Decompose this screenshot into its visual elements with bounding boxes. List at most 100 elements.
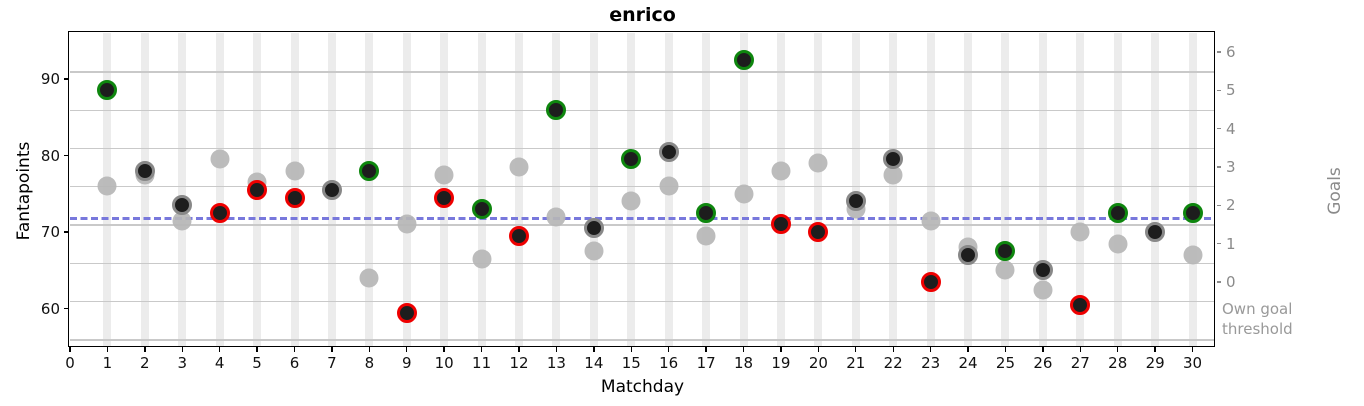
fantapoints-dot: [845, 191, 866, 212]
goal-tick-mark: [1216, 128, 1222, 130]
matchday-band: [1038, 33, 1047, 347]
x-tick-mark: [1004, 347, 1007, 352]
x-tick-label: 3: [177, 354, 188, 372]
matchday-band: [814, 33, 823, 347]
fantapoints-dot: [471, 199, 492, 220]
fantapoints-dot: [209, 202, 230, 223]
x-tick-label: 25: [995, 354, 1015, 372]
x-tick-mark: [106, 347, 109, 352]
gray-dot: [359, 268, 379, 288]
gray-dot: [434, 165, 454, 185]
y-tick-label-left: 80: [40, 146, 60, 165]
matchday-band: [627, 33, 636, 347]
y-tick-mark: [63, 154, 69, 157]
fantapoints-dot: [920, 271, 941, 292]
gray-dot: [1183, 245, 1203, 265]
matchday-band: [1188, 33, 1197, 347]
fantapoints-dot: [321, 180, 342, 200]
matchday-band: [702, 33, 711, 347]
own-goal-threshold-line1: Own goal: [1222, 300, 1293, 318]
fantapoints-dot: [808, 222, 829, 243]
matchday-band: [964, 33, 973, 347]
matchday-band: [515, 33, 524, 347]
x-tick-label: 0: [65, 354, 75, 372]
gray-dot: [397, 214, 417, 234]
matchday-band: [215, 33, 224, 347]
x-tick-label: 18: [733, 354, 754, 372]
x-tick-label: 28: [1108, 354, 1128, 372]
x-tick-mark: [593, 347, 595, 352]
x-tick-mark: [368, 347, 371, 352]
gray-dot: [210, 149, 230, 169]
x-tick-mark: [480, 347, 483, 352]
fantapoints-dot: [1032, 260, 1053, 281]
goal-tick-label: 5: [1226, 81, 1236, 100]
y-axis-label-right: Goals: [1325, 167, 1345, 215]
goal-threshold-gridline: [70, 147, 1215, 150]
matchday-band: [1001, 33, 1010, 347]
gray-dot: [734, 184, 754, 204]
x-tick-label: 1: [102, 354, 113, 372]
x-tick-label: 16: [659, 354, 679, 372]
x-tick-mark: [780, 347, 782, 352]
x-tick-label: 4: [214, 354, 225, 372]
gray-dot: [509, 157, 529, 177]
chart-title: enrico: [609, 4, 676, 26]
matchday-band: [140, 33, 149, 347]
goal-tick-mark: [1216, 51, 1222, 53]
matchday-band: [402, 33, 411, 347]
x-tick-mark: [406, 347, 408, 352]
x-tick-label: 5: [252, 354, 262, 372]
fantapoints-dot: [733, 49, 754, 70]
gray-dot: [1108, 234, 1128, 254]
gray-dot: [584, 241, 604, 261]
goal-tick-mark: [1216, 242, 1222, 245]
goal-tick-mark: [1216, 89, 1222, 92]
y-tick-label-left: 90: [40, 69, 60, 88]
x-tick-label: 2: [140, 354, 150, 372]
matchday-band: [1151, 33, 1160, 347]
gray-dot: [696, 226, 716, 246]
matchday-band: [926, 33, 935, 347]
matchday-band: [552, 33, 561, 347]
x-tick-label: 15: [621, 354, 641, 372]
x-tick-mark: [667, 347, 670, 352]
x-tick-mark: [69, 347, 71, 352]
y-tick-mark: [63, 78, 69, 80]
x-tick-mark: [1079, 347, 1081, 352]
x-tick-label: 13: [546, 354, 566, 372]
x-tick-label: 26: [1033, 354, 1053, 372]
gray-dot: [921, 211, 941, 231]
gray-dot: [883, 165, 903, 185]
fantapoints-dot: [172, 195, 193, 216]
fantapoints-dot: [1107, 202, 1128, 223]
fantapoints-dot: [1145, 222, 1166, 243]
goal-tick-label: 4: [1226, 119, 1236, 138]
x-tick-mark: [742, 347, 745, 352]
x-tick-label: 29: [1145, 354, 1165, 372]
fantapoints-dot: [247, 180, 268, 200]
fantapoints-dot: [509, 225, 530, 246]
gray-dot: [1070, 222, 1090, 242]
x-tick-mark: [293, 347, 296, 352]
goal-threshold-gridline: [70, 339, 1215, 341]
gray-dot: [285, 161, 304, 181]
x-tick-mark: [443, 347, 445, 352]
goal-threshold-gridline: [70, 186, 1215, 188]
goal-threshold-gridline: [70, 71, 1215, 73]
x-tick-mark: [892, 347, 894, 352]
x-tick-label: 17: [696, 354, 716, 372]
x-tick-label: 23: [921, 354, 941, 372]
goal-threshold-gridline: [70, 224, 1215, 226]
goal-threshold-gridline: [70, 262, 1215, 265]
x-tick-label: 8: [364, 354, 375, 372]
x-tick-mark: [1042, 347, 1044, 352]
gray-dot: [97, 176, 117, 196]
x-tick-label: 20: [808, 354, 828, 372]
fantapoints-dot: [1070, 294, 1091, 315]
x-tick-mark: [817, 347, 820, 352]
x-tick-label: 22: [883, 354, 903, 372]
x-tick-label: 21: [846, 354, 866, 372]
x-tick-label: 14: [584, 354, 604, 372]
goal-tick-mark: [1216, 204, 1222, 206]
